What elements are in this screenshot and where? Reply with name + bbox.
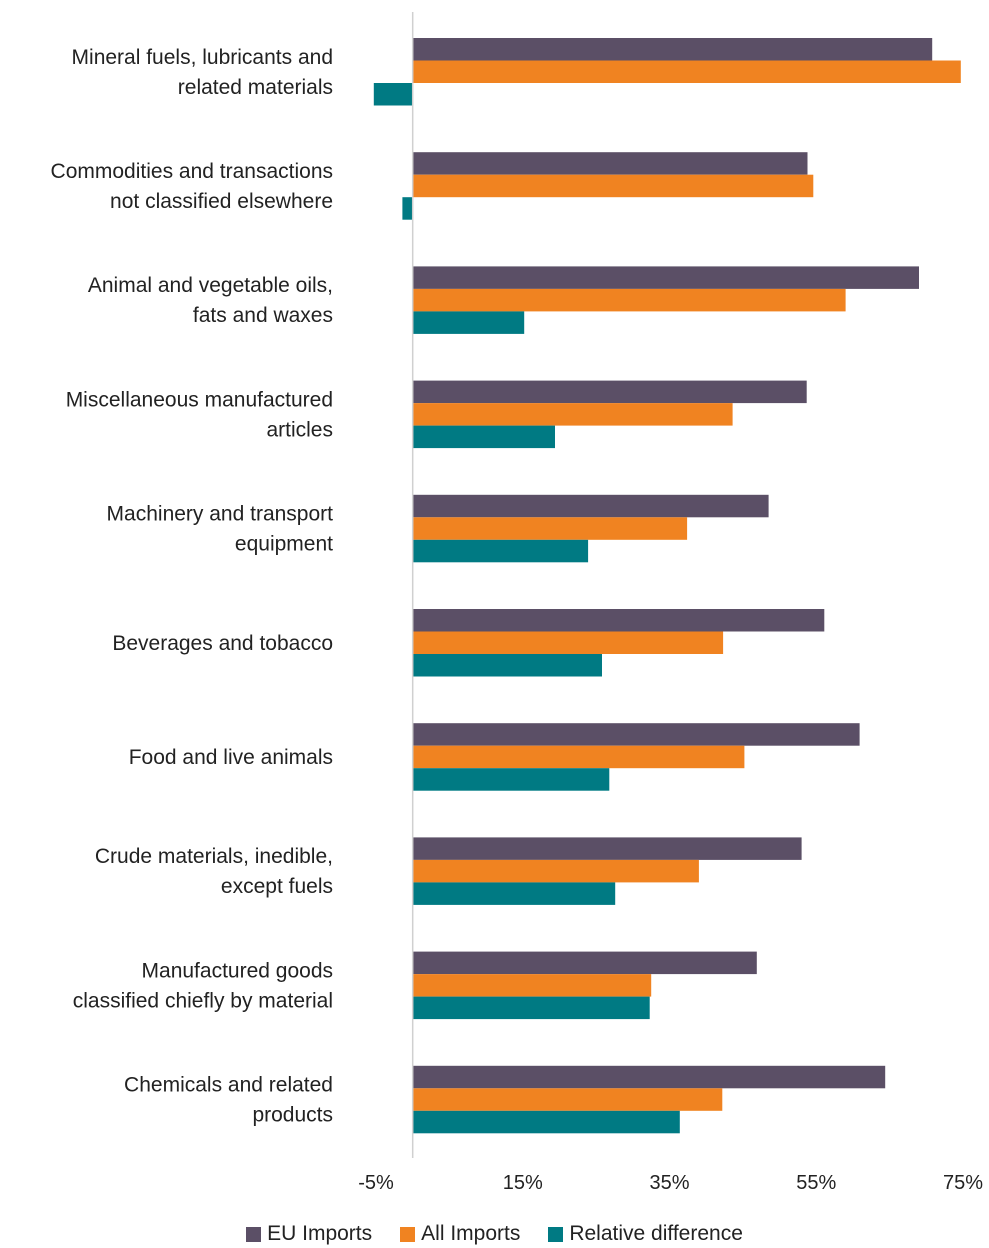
bar-relative-difference-9 [412,1110,680,1134]
bar-all-imports-1 [412,174,814,198]
legend-swatch-0 [246,1226,262,1242]
bar-relative-difference-4 [412,539,589,563]
legend-item-0: EU Imports [246,1222,372,1246]
bar-eu-imports-5 [412,609,825,632]
bar-all-imports-0 [412,60,961,83]
bar-relative-difference-3 [412,425,555,449]
bar-eu-imports-1 [412,152,808,175]
bar-all-imports-3 [412,403,733,426]
category-label-6: Food and live animals [129,746,333,769]
legend-item-1: All Imports [400,1222,520,1246]
legend-label-1: All Imports [421,1222,521,1245]
bar-eu-imports-0 [412,38,933,61]
legend: EU Imports All Imports Relative difference [0,1222,989,1246]
x-tick-label-0: -5% [358,1172,394,1194]
bar-eu-imports-9 [412,1065,886,1089]
x-tick-label-2: 35% [649,1172,689,1194]
x-tick-label-3: 55% [796,1172,836,1194]
bar-relative-difference-8 [412,996,650,1020]
bar-relative-difference-1 [402,197,413,220]
bar-all-imports-8 [412,974,652,997]
x-tick-labels: -5% 15% 35% 55% 75% [358,1172,983,1194]
bar-all-imports-4 [412,517,688,540]
bar-all-imports-6 [412,745,745,769]
category-labels: Mineral fuels, lubricants and related mat… [51,46,334,1127]
category-label-9: Chemicals and related products [124,1074,333,1127]
bars-layer [373,38,961,1134]
bar-relative-difference-0 [373,83,413,106]
bar-all-imports-7 [412,859,699,883]
bar-relative-difference-2 [412,311,525,334]
bar-all-imports-2 [412,288,846,312]
bar-eu-imports-3 [412,380,807,404]
bar-eu-imports-2 [412,266,919,289]
bar-eu-imports-8 [412,951,757,975]
bar-all-imports-9 [412,1088,723,1111]
category-label-8: Manufactured goods classified chiefly by … [73,959,333,1012]
category-label-0: Mineral fuels, lubricants and related mat… [72,46,333,99]
bar-relative-difference-5 [412,654,602,677]
category-label-1: Commodities and transactions not classifi… [51,160,333,213]
x-tick-label-4: 75% [943,1172,983,1194]
chart: Mineral fuels, lubricants and related mat… [51,12,983,1194]
x-tick-label-1: 15% [503,1172,543,1194]
bar-eu-imports-4 [412,494,769,518]
bar-relative-difference-7 [412,882,616,905]
legend-swatch-1 [400,1226,416,1242]
bar-eu-imports-7 [412,837,802,860]
legend-label-2: Relative difference [569,1222,743,1245]
category-label-7: Crude materials, inedible, except fuels [95,845,333,898]
category-label-2: Animal and vegetable oils, fats and waxes [88,274,333,327]
legend-item-2: Relative difference [548,1222,743,1246]
bar-all-imports-5 [412,631,724,654]
bar-eu-imports-6 [412,723,860,746]
category-label-3: Miscellaneous manufactured articles [66,388,333,441]
bar-relative-difference-6 [412,768,610,791]
legend-label-0: EU Imports [267,1222,373,1245]
category-label-4: Machinery and transport equipment [107,503,334,556]
legend-swatch-2 [548,1226,564,1242]
category-label-5: Beverages and tobacco [112,632,333,655]
